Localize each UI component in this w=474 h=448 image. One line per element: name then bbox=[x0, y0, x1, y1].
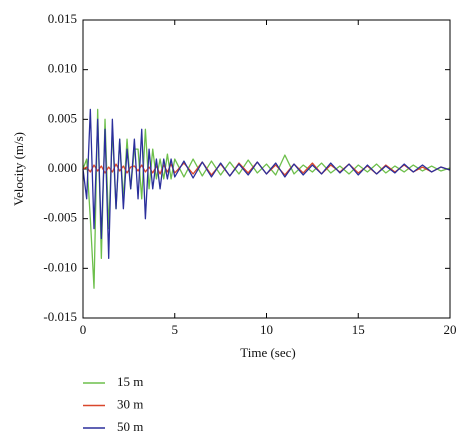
x-tick-label: 15 bbox=[352, 322, 365, 337]
y-tick-label: 0.015 bbox=[48, 11, 77, 26]
x-tick-label: 10 bbox=[260, 322, 273, 337]
x-tick-label: 5 bbox=[172, 322, 179, 337]
y-axis-label: Velocity (m/s) bbox=[11, 132, 26, 206]
plot-frame bbox=[82, 19, 451, 319]
legend-label: 15 m bbox=[117, 374, 143, 389]
y-tick-label: -0.015 bbox=[43, 309, 77, 324]
legend-label: 50 m bbox=[117, 419, 143, 434]
x-tick-label: 20 bbox=[444, 322, 457, 337]
x-tick-label: 0 bbox=[80, 322, 87, 337]
legend-label: 30 m bbox=[117, 396, 143, 411]
y-tick-label: 0.000 bbox=[48, 160, 77, 175]
y-tick-label: -0.005 bbox=[43, 210, 77, 225]
x-axis-label: Time (sec) bbox=[240, 345, 296, 360]
y-tick-label: 0.010 bbox=[48, 61, 77, 76]
y-tick-label: -0.010 bbox=[43, 259, 77, 274]
y-tick-label: 0.005 bbox=[48, 110, 77, 125]
data-line bbox=[82, 108, 451, 260]
